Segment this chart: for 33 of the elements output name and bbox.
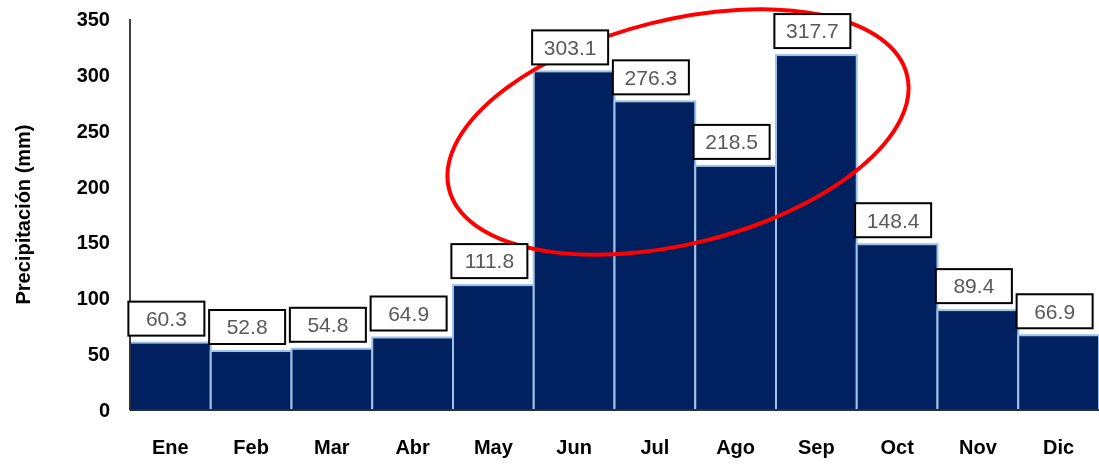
y-tick-label: 300 <box>76 63 110 86</box>
x-tick-label: Ago <box>716 436 756 458</box>
x-tick-label: Jul <box>640 436 670 458</box>
data-label: 218.5 <box>705 130 758 154</box>
data-label: 148.4 <box>866 208 920 232</box>
data-label: 54.8 <box>307 313 349 337</box>
y-tick-label: 350 <box>76 8 110 30</box>
data-label: 111.8 <box>464 249 515 273</box>
x-tick-label: Oct <box>880 436 915 458</box>
y-axis-title: Precipitación (mm) <box>12 124 34 305</box>
x-tick-label: Mar <box>314 436 350 458</box>
y-tick-label: 0 <box>98 399 110 421</box>
x-tick-label: Nov <box>958 436 998 458</box>
y-tick-label: 50 <box>87 343 110 366</box>
data-label: 89.4 <box>953 274 995 298</box>
data-label: 66.9 <box>1034 299 1076 323</box>
x-tick-label: Ene <box>152 436 189 458</box>
x-tick-label: May <box>473 436 514 458</box>
data-label: 60.3 <box>145 306 187 330</box>
data-label: 276.3 <box>624 65 678 89</box>
y-tick-label: 100 <box>76 287 110 310</box>
x-tick-label: Abr <box>395 436 431 458</box>
data-label: 317.7 <box>786 19 839 43</box>
x-tick-label: Feb <box>233 436 269 458</box>
x-tick-label: Dic <box>1043 436 1075 458</box>
y-tick-label: 150 <box>76 231 110 254</box>
data-label: 303.1 <box>543 35 597 59</box>
y-tick-label: 200 <box>76 175 110 198</box>
x-tick-label: Jun <box>556 436 592 458</box>
data-label: 64.9 <box>388 301 430 325</box>
data-label: 52.8 <box>226 315 268 339</box>
y-tick-label: 250 <box>76 119 110 142</box>
x-tick-label: Sep <box>798 436 835 458</box>
